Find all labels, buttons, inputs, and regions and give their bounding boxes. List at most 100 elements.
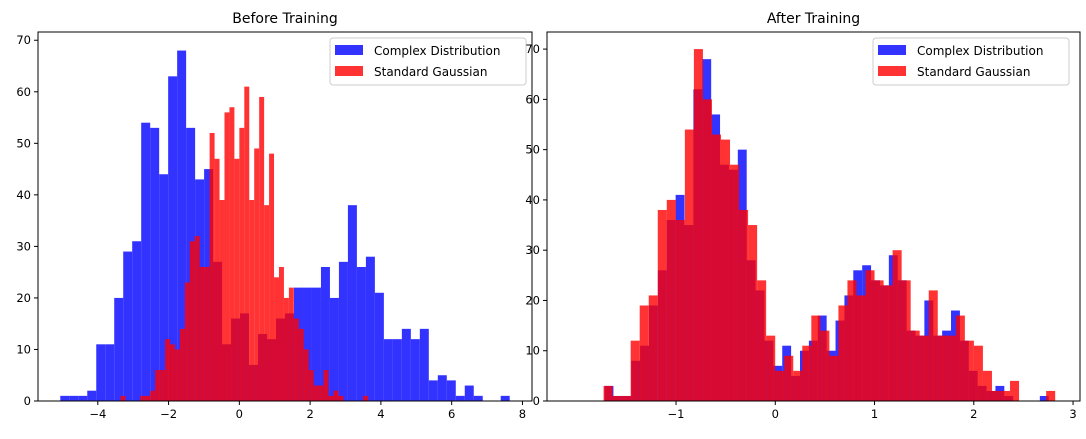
histogram-bar — [730, 164, 740, 401]
histogram-bar — [666, 199, 676, 401]
histogram-bar — [78, 395, 88, 401]
histogram-bar — [239, 127, 245, 401]
y-tick-label: 10 — [525, 344, 540, 358]
histogram-bar — [910, 330, 920, 401]
histogram-bar — [1000, 390, 1011, 401]
histogram-bar — [318, 385, 324, 401]
histogram-bar — [159, 174, 169, 401]
x-tick-label: 0 — [236, 407, 243, 421]
x-tick-label: −2 — [160, 407, 177, 421]
histogram-bar — [328, 395, 334, 401]
histogram-bar — [219, 200, 225, 401]
legend-label: Complex Distribution — [917, 44, 1043, 58]
histogram-bar — [693, 49, 703, 401]
series-standard-gaussian — [120, 86, 369, 402]
histogram-bar — [214, 158, 220, 401]
before-training-axes: −4 −2 0 2 4 6 8 0 10 20 30 40 50 60 70 Before Training C… — [16, 11, 533, 421]
histogram-bar — [323, 370, 329, 401]
y-tick-label: 30 — [16, 239, 31, 253]
histogram-bar — [1046, 390, 1056, 401]
histogram-bar — [347, 205, 357, 401]
histogram-bar — [140, 395, 146, 401]
legend: Complex Distribution Standard Gaussian — [872, 37, 1070, 86]
legend-swatch — [878, 66, 906, 76]
y-tick-label: 20 — [525, 293, 540, 307]
x-tick-label: 2 — [970, 407, 977, 421]
histogram-bar — [892, 250, 902, 401]
histogram-bar — [865, 270, 875, 401]
histogram-bar — [105, 344, 115, 401]
histogram-bar — [401, 328, 411, 401]
histogram-bar — [621, 395, 631, 401]
y-tick-label: 40 — [16, 188, 31, 202]
histogram-bar — [757, 280, 767, 401]
histogram-bar — [684, 129, 694, 401]
legend-label: Standard Gaussian — [917, 65, 1030, 79]
histogram-bar — [96, 344, 106, 401]
x-tick-label: 0 — [772, 407, 779, 421]
histogram-bar — [383, 339, 393, 401]
series-standard-gaussian — [603, 49, 1056, 402]
histogram-bar — [630, 340, 640, 401]
histogram-bar — [883, 285, 893, 401]
histogram-bar — [160, 370, 166, 401]
histogram-bar — [500, 395, 510, 401]
y-tick-label: 40 — [525, 193, 540, 207]
histogram-bar — [224, 112, 230, 402]
histogram-bar — [338, 395, 344, 401]
histogram-bar — [829, 355, 839, 401]
histogram-bar — [955, 315, 965, 401]
legend: Complex Distribution Standard Gaussian — [329, 37, 527, 86]
histogram-bar — [114, 297, 124, 401]
histogram-bar — [174, 349, 180, 401]
histogram-bar — [278, 267, 284, 401]
histogram-bar — [428, 380, 438, 401]
histogram-bar — [1010, 380, 1020, 401]
histogram-bar — [820, 330, 830, 401]
histogram-bar — [901, 280, 911, 401]
histogram-bar — [973, 345, 983, 401]
histogram-bar — [612, 395, 622, 401]
histogram-bar — [784, 355, 794, 401]
histogram-bar — [254, 148, 260, 401]
histogram-bar — [69, 395, 79, 401]
histogram-bar — [473, 395, 483, 401]
histogram-bar — [702, 99, 712, 402]
histogram-bar — [177, 50, 187, 402]
histogram-bar — [356, 267, 366, 401]
histogram-bar — [464, 385, 474, 401]
histogram-bar — [374, 292, 384, 401]
histogram-bar — [313, 385, 319, 401]
histogram-bar — [264, 205, 270, 401]
histogram-bar — [308, 370, 314, 401]
x-tick-label: −4 — [89, 407, 106, 421]
y-tick-label: 60 — [525, 92, 540, 106]
x-tick-label: 2 — [306, 407, 313, 421]
histogram-bar — [145, 395, 151, 401]
histogram-bar — [766, 335, 776, 401]
histogram-bar — [720, 139, 731, 401]
histogram-bar — [811, 315, 821, 401]
histogram-bar — [311, 287, 321, 401]
axes-frame — [546, 31, 1081, 402]
x-tick-label: 4 — [377, 407, 384, 421]
histogram-bar — [639, 305, 649, 401]
legend-box — [329, 37, 527, 86]
histogram-bar — [229, 107, 235, 402]
histogram-bar — [856, 295, 866, 401]
y-tick-label: 0 — [533, 394, 540, 408]
histogram-bar — [964, 340, 974, 401]
histogram-bar — [184, 282, 190, 401]
histogram-bar — [455, 395, 465, 401]
histogram-bar — [946, 335, 956, 401]
histogram-bar — [437, 375, 447, 401]
histogram-bar — [209, 133, 215, 401]
histogram-bar — [141, 122, 151, 401]
histogram-bar — [847, 280, 857, 401]
x-tick-label: 3 — [1069, 407, 1076, 421]
histogram-bar — [132, 241, 142, 401]
histogram-bar — [338, 261, 348, 401]
y-tick-label: 30 — [525, 243, 540, 257]
